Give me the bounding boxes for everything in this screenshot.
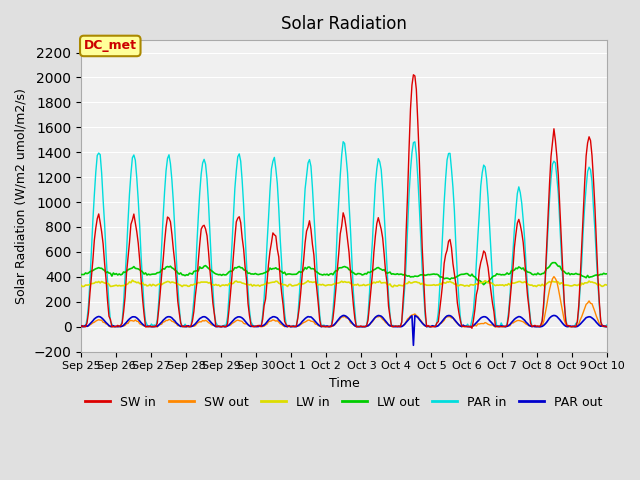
Title: Solar Radiation: Solar Radiation bbox=[281, 15, 407, 33]
Legend: SW in, SW out, LW in, LW out, PAR in, PAR out: SW in, SW out, LW in, LW out, PAR in, PA… bbox=[81, 391, 607, 414]
Y-axis label: Solar Radiation (W/m2 umol/m2/s): Solar Radiation (W/m2 umol/m2/s) bbox=[15, 88, 28, 304]
Text: DC_met: DC_met bbox=[84, 39, 137, 52]
X-axis label: Time: Time bbox=[328, 377, 359, 390]
